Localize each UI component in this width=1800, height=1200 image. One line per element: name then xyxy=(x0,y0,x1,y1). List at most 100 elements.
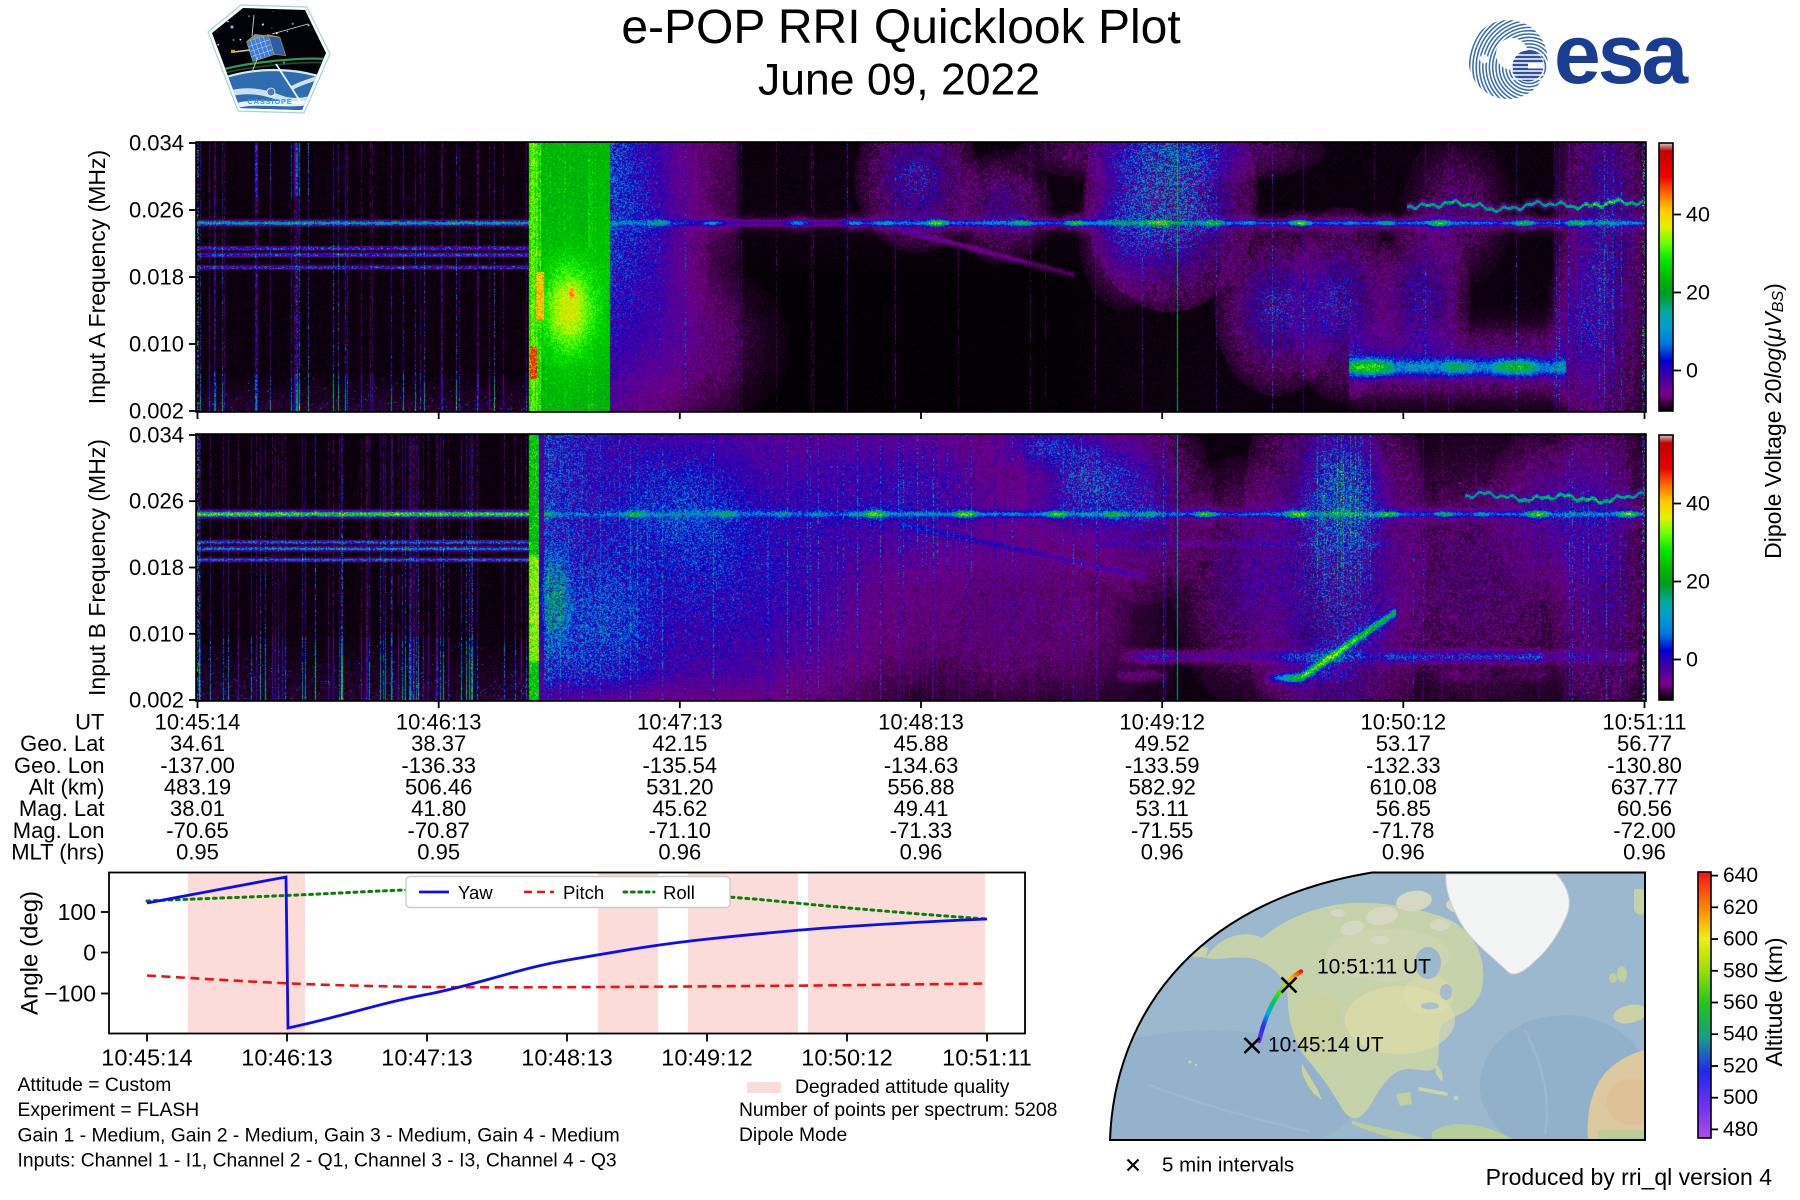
svg-text:38.01: 38.01 xyxy=(170,796,225,821)
svg-text:esa: esa xyxy=(1554,7,1689,101)
svg-text:500: 500 xyxy=(1723,1086,1758,1109)
svg-text:10:49:12: 10:49:12 xyxy=(1119,710,1205,735)
svg-text:June 09, 2022: June 09, 2022 xyxy=(758,56,1040,105)
svg-text:100: 100 xyxy=(58,899,96,925)
svg-text:637.77: 637.77 xyxy=(1611,775,1678,800)
svg-text:600: 600 xyxy=(1723,928,1758,951)
svg-text:0.026: 0.026 xyxy=(129,198,184,223)
svg-text:-71.55: -71.55 xyxy=(1131,818,1193,843)
svg-text:Roll: Roll xyxy=(663,882,695,903)
svg-text:20: 20 xyxy=(1686,570,1710,594)
svg-text:49.41: 49.41 xyxy=(893,796,948,821)
svg-text:10:48:13: 10:48:13 xyxy=(521,1045,612,1071)
svg-text:620: 620 xyxy=(1723,896,1758,919)
svg-text:10:50:12: 10:50:12 xyxy=(801,1045,892,1071)
svg-text:e-POP RRI Quicklook Plot: e-POP RRI Quicklook Plot xyxy=(621,1,1180,54)
svg-text:Dipole Voltage 20log(μVBS): Dipole Voltage 20log(μVBS) xyxy=(1760,283,1787,559)
svg-text:0.034: 0.034 xyxy=(129,131,184,156)
svg-text:506.46: 506.46 xyxy=(405,775,472,800)
svg-text:Pitch: Pitch xyxy=(563,882,604,903)
svg-text:10:50:12: 10:50:12 xyxy=(1360,710,1446,735)
svg-text:Number of points per spectrum:: Number of points per spectrum: 5208 xyxy=(739,1100,1057,1121)
svg-text:10:45:14: 10:45:14 xyxy=(101,1045,192,1071)
svg-text:Geo. Lon: Geo. Lon xyxy=(14,753,105,778)
svg-text:-72.00: -72.00 xyxy=(1613,818,1675,843)
svg-text:-71.78: -71.78 xyxy=(1372,818,1434,843)
svg-text:580: 580 xyxy=(1723,959,1758,982)
svg-text:520: 520 xyxy=(1723,1055,1758,1078)
svg-text:Inputs: Channel 1 - I1, Channe: Inputs: Channel 1 - I1, Channel 2 - Q1, … xyxy=(18,1151,617,1172)
svg-text:-71.33: -71.33 xyxy=(890,818,952,843)
svg-text:40: 40 xyxy=(1686,203,1710,227)
svg-text:45.88: 45.88 xyxy=(893,731,948,756)
svg-text:531.20: 531.20 xyxy=(646,775,713,800)
svg-text:-136.33: -136.33 xyxy=(401,753,476,778)
svg-text:0.018: 0.018 xyxy=(129,555,184,580)
svg-text:0.95: 0.95 xyxy=(417,840,460,865)
svg-text:45.62: 45.62 xyxy=(652,796,707,821)
svg-text:Degraded attitude quality: Degraded attitude quality xyxy=(795,1077,1010,1098)
svg-text:Produced by rri_ql version 4: Produced by rri_ql version 4 xyxy=(1486,1164,1773,1190)
svg-text:20: 20 xyxy=(1686,281,1710,305)
svg-text:Attitude = Custom: Attitude = Custom xyxy=(18,1075,172,1096)
svg-text:40: 40 xyxy=(1686,492,1710,516)
svg-text:0.96: 0.96 xyxy=(658,840,701,865)
svg-text:0.95: 0.95 xyxy=(176,840,219,865)
svg-text:Input B Frequency (MHz): Input B Frequency (MHz) xyxy=(84,439,110,696)
svg-text:-133.59: -133.59 xyxy=(1125,753,1200,778)
svg-text:41.80: 41.80 xyxy=(411,796,466,821)
svg-text:53.17: 53.17 xyxy=(1376,731,1431,756)
svg-text:10:47:13: 10:47:13 xyxy=(637,710,723,735)
svg-text:10:45:14: 10:45:14 xyxy=(155,710,241,735)
svg-text:-135.54: -135.54 xyxy=(642,753,717,778)
svg-text:56.85: 56.85 xyxy=(1376,796,1431,821)
svg-text:10:51:11: 10:51:11 xyxy=(1602,710,1686,735)
svg-text:0.96: 0.96 xyxy=(1382,840,1425,865)
svg-text:MLT (hrs): MLT (hrs) xyxy=(11,840,104,865)
svg-text:-70.87: -70.87 xyxy=(408,818,470,843)
svg-text:10:51:11 UT: 10:51:11 UT xyxy=(1317,956,1431,979)
svg-text:10:51:11: 10:51:11 xyxy=(942,1045,1032,1071)
svg-text:560: 560 xyxy=(1723,991,1758,1014)
svg-text:10:48:13: 10:48:13 xyxy=(878,710,964,735)
svg-text:Alt (km): Alt (km) xyxy=(29,775,105,800)
svg-text:Experiment = FLASH: Experiment = FLASH xyxy=(18,1100,200,1121)
svg-text:−100: −100 xyxy=(44,981,96,1007)
svg-text:0.96: 0.96 xyxy=(1141,840,1184,865)
svg-text:Yaw: Yaw xyxy=(458,882,493,903)
svg-text:49.52: 49.52 xyxy=(1135,731,1190,756)
svg-text:10:46:13: 10:46:13 xyxy=(241,1045,332,1071)
svg-text:-71.10: -71.10 xyxy=(649,818,711,843)
svg-text:Dipole Mode: Dipole Mode xyxy=(739,1125,847,1146)
svg-text:Mag. Lat: Mag. Lat xyxy=(19,796,105,821)
svg-text:10:49:12: 10:49:12 xyxy=(661,1045,752,1071)
svg-text:-134.63: -134.63 xyxy=(884,753,959,778)
svg-text:10:47:13: 10:47:13 xyxy=(381,1045,472,1071)
svg-text:640: 640 xyxy=(1723,864,1758,887)
svg-text:-70.65: -70.65 xyxy=(166,818,228,843)
svg-text:Input A Frequency (MHz): Input A Frequency (MHz) xyxy=(84,150,110,404)
svg-text:480: 480 xyxy=(1723,1118,1758,1141)
svg-text:60.56: 60.56 xyxy=(1617,796,1672,821)
svg-text:5 min intervals: 5 min intervals xyxy=(1162,1154,1294,1177)
svg-text:CASSIOPE: CASSIOPE xyxy=(247,97,292,106)
svg-text:540: 540 xyxy=(1723,1023,1758,1046)
svg-text:10:46:13: 10:46:13 xyxy=(396,710,482,735)
svg-text:0.026: 0.026 xyxy=(129,489,184,514)
svg-text:UT: UT xyxy=(75,710,104,735)
svg-text:0: 0 xyxy=(1686,359,1698,383)
svg-text:Gain 1 - Medium, Gain 2 - Medi: Gain 1 - Medium, Gain 2 - Medium, Gain 3… xyxy=(18,1125,620,1146)
svg-text:0.010: 0.010 xyxy=(129,332,184,357)
svg-text:0.96: 0.96 xyxy=(1623,840,1666,865)
svg-text:0: 0 xyxy=(83,940,96,966)
svg-text:483.19: 483.19 xyxy=(164,775,231,800)
svg-text:56.77: 56.77 xyxy=(1617,731,1672,756)
svg-text:38.37: 38.37 xyxy=(411,731,466,756)
svg-text:-132.33: -132.33 xyxy=(1366,753,1441,778)
svg-text:0.034: 0.034 xyxy=(129,423,184,448)
svg-text:0.96: 0.96 xyxy=(900,840,943,865)
svg-text:0.002: 0.002 xyxy=(129,688,184,713)
svg-text:0.002: 0.002 xyxy=(129,399,184,424)
svg-text:42.15: 42.15 xyxy=(652,731,707,756)
svg-text:610.08: 610.08 xyxy=(1370,775,1437,800)
